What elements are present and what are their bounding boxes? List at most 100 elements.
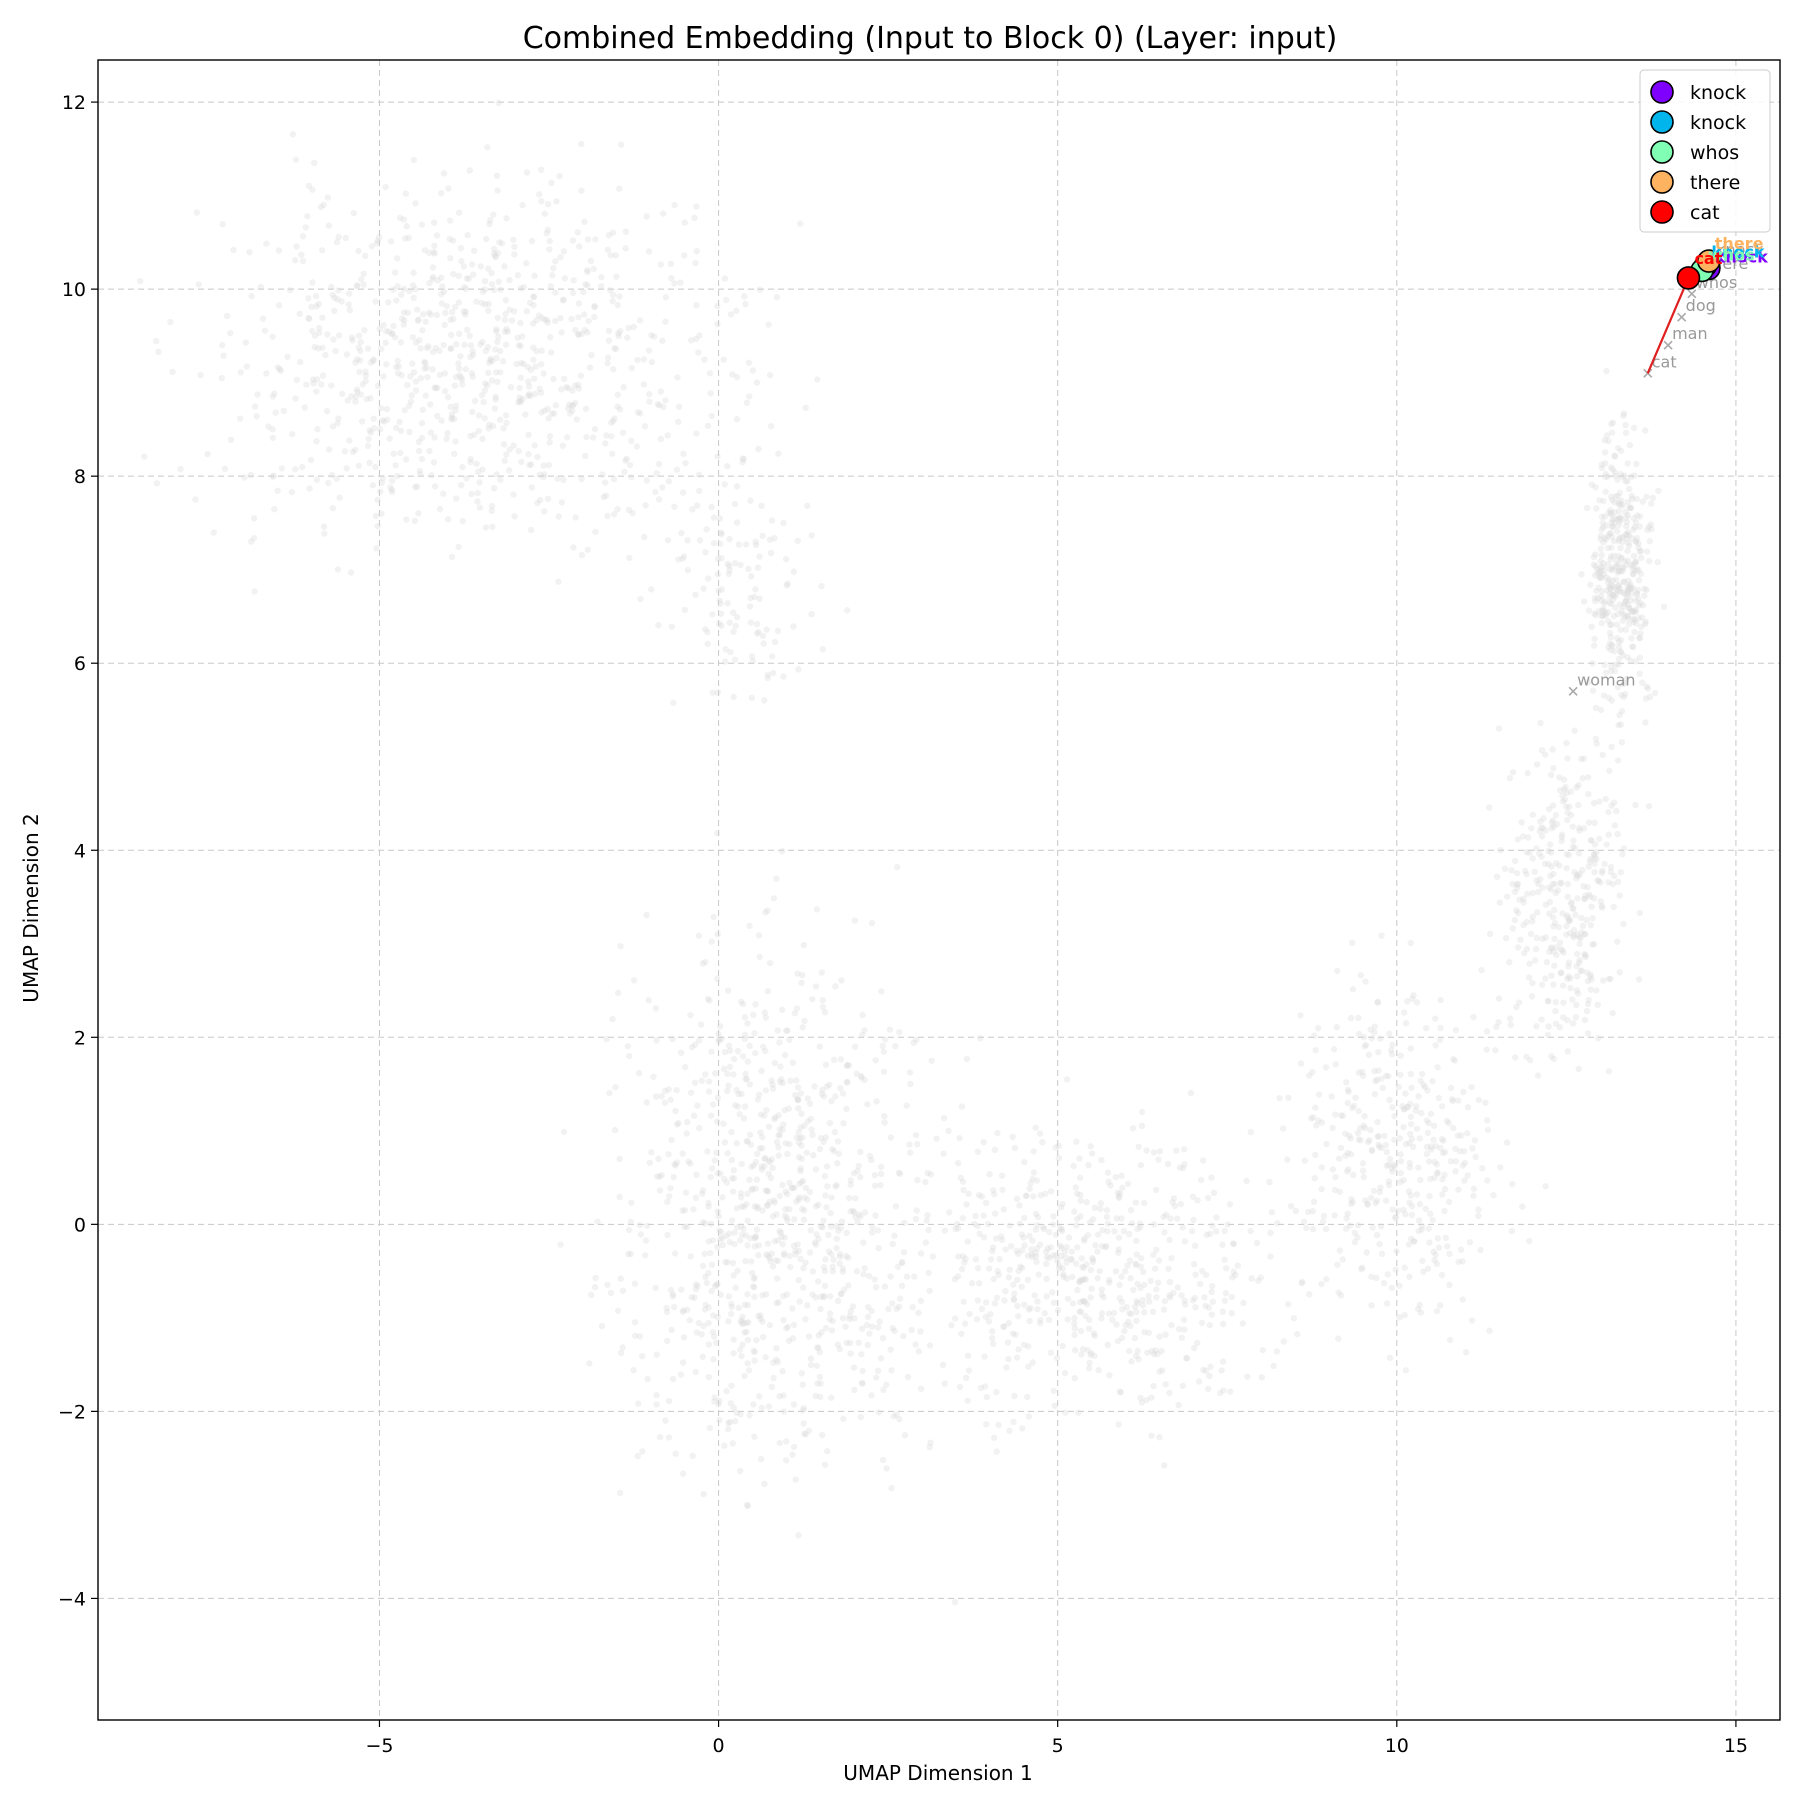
background-point xyxy=(1138,1108,1146,1116)
background-point xyxy=(309,279,316,286)
background-point xyxy=(607,252,614,259)
background-point xyxy=(1021,1242,1028,1249)
background-point xyxy=(614,301,621,309)
background-point xyxy=(628,473,635,481)
background-point xyxy=(721,275,729,282)
legend-marker xyxy=(1650,110,1674,134)
background-point xyxy=(1627,657,1634,664)
background-point xyxy=(1607,556,1614,563)
background-point xyxy=(734,1047,742,1055)
background-point xyxy=(800,1420,807,1427)
background-point xyxy=(1608,429,1616,436)
background-point xyxy=(764,674,771,682)
background-point xyxy=(533,316,540,324)
background-point xyxy=(313,438,320,445)
background-point xyxy=(1420,1081,1427,1088)
background-point xyxy=(1605,808,1612,816)
background-point xyxy=(1173,1147,1180,1154)
background-point xyxy=(484,381,491,389)
background-point xyxy=(1617,515,1625,523)
background-point xyxy=(1635,576,1643,584)
background-point xyxy=(1604,608,1612,616)
background-point xyxy=(1417,1109,1425,1117)
background-point xyxy=(308,303,315,311)
background-point xyxy=(830,1256,837,1263)
background-point xyxy=(1322,1064,1330,1071)
background-point xyxy=(680,1307,687,1314)
background-point xyxy=(1611,584,1618,591)
background-point xyxy=(334,296,341,303)
token-label: whos xyxy=(1708,245,1755,264)
background-point xyxy=(635,1400,642,1407)
background-point xyxy=(1208,1288,1215,1296)
background-point xyxy=(1334,967,1341,975)
background-point xyxy=(1606,589,1614,597)
background-point xyxy=(470,247,478,254)
background-point xyxy=(1329,1166,1337,1173)
background-point xyxy=(1432,1142,1440,1150)
background-point xyxy=(1484,1126,1492,1134)
background-point xyxy=(990,1191,998,1198)
background-point xyxy=(1379,1084,1387,1092)
background-point xyxy=(1047,1244,1055,1251)
background-point xyxy=(755,445,762,453)
background-point xyxy=(620,384,627,391)
background-point xyxy=(824,1448,831,1455)
background-point xyxy=(1635,976,1643,983)
background-point xyxy=(578,140,585,148)
background-point xyxy=(1360,1033,1368,1041)
background-point xyxy=(1188,1228,1196,1235)
background-point xyxy=(1611,453,1618,460)
background-point xyxy=(1415,1227,1422,1235)
background-point xyxy=(1639,498,1646,505)
background-point xyxy=(1633,460,1640,468)
background-point xyxy=(801,1017,808,1025)
background-point xyxy=(753,379,761,386)
background-point xyxy=(661,1087,669,1095)
background-point xyxy=(298,463,306,471)
background-point xyxy=(1350,1102,1358,1110)
background-point xyxy=(412,387,420,394)
background-point xyxy=(313,476,321,483)
background-point xyxy=(1563,922,1570,930)
background-point xyxy=(715,1030,722,1038)
background-point xyxy=(1016,1202,1023,1209)
background-point xyxy=(792,1247,799,1255)
background-point xyxy=(839,1314,847,1322)
background-point xyxy=(1447,1084,1455,1092)
background-point xyxy=(807,1227,814,1234)
background-point xyxy=(1607,581,1615,589)
background-point xyxy=(484,144,491,151)
background-point xyxy=(1343,1079,1350,1086)
background-point xyxy=(1646,538,1654,545)
background-point xyxy=(1622,597,1630,605)
background-point xyxy=(501,457,508,464)
background-point xyxy=(750,1011,757,1018)
background-point xyxy=(1533,845,1540,852)
background-point xyxy=(1622,598,1629,605)
background-point xyxy=(332,347,339,355)
background-point xyxy=(744,1502,751,1510)
background-point xyxy=(604,360,611,367)
background-point xyxy=(883,1381,890,1389)
background-point xyxy=(355,344,362,351)
background-point xyxy=(1132,1260,1139,1267)
background-point xyxy=(673,1159,681,1166)
background-point xyxy=(315,345,322,352)
background-point xyxy=(655,621,662,629)
background-point xyxy=(1391,1214,1399,1222)
background-point xyxy=(536,471,544,479)
background-point xyxy=(827,1209,834,1217)
background-point xyxy=(1642,719,1649,726)
background-point xyxy=(1602,473,1609,481)
background-point xyxy=(515,447,522,455)
background-point xyxy=(1077,1276,1084,1284)
background-point xyxy=(289,430,296,438)
background-point xyxy=(1464,1130,1471,1137)
background-point xyxy=(270,472,277,479)
background-point xyxy=(713,1118,721,1125)
background-point xyxy=(495,278,502,286)
background-point xyxy=(1613,528,1621,535)
background-point xyxy=(565,405,572,412)
background-point xyxy=(419,310,427,318)
